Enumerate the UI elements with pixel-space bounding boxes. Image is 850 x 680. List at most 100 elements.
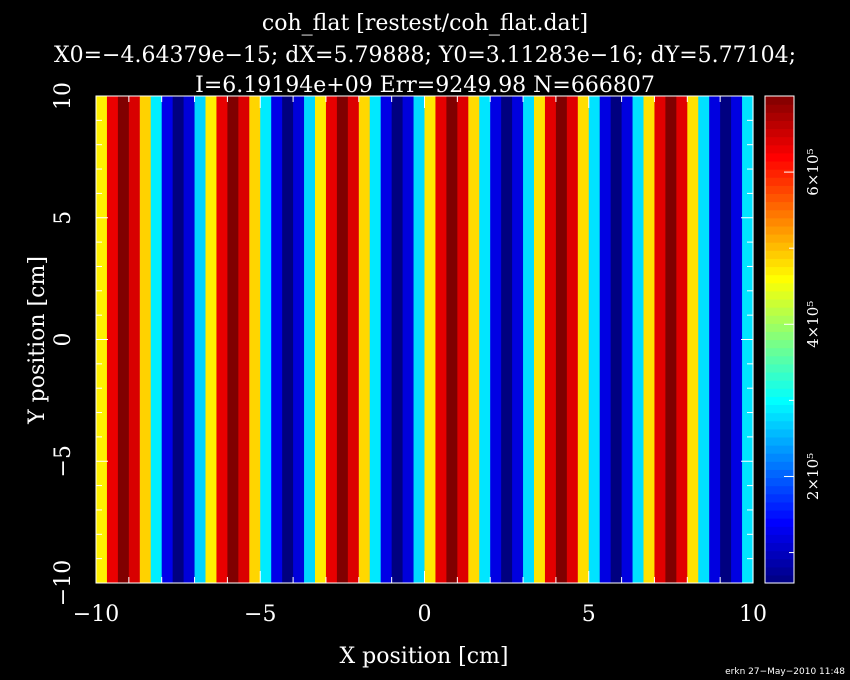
colorbar-swatch — [765, 420, 794, 430]
colorbar-swatch — [765, 112, 794, 121]
colorbar-swatch — [765, 566, 794, 576]
colorbar-swatch — [765, 550, 794, 560]
heatmap-column — [720, 96, 732, 583]
heatmap-column — [632, 96, 645, 583]
heatmap-column — [117, 96, 130, 583]
colorbar-swatch — [765, 217, 794, 227]
colorbar-swatch — [765, 298, 794, 308]
heatmap-column — [183, 96, 196, 583]
heatmap-column — [479, 96, 491, 583]
heatmap-column — [490, 96, 502, 583]
colorbar-swatch — [765, 501, 794, 511]
colorbar-frame — [764, 95, 795, 584]
heatmap-column — [523, 96, 535, 583]
heatmap-column — [709, 96, 721, 583]
y-tick-label: 10 — [51, 82, 76, 110]
heatmap-column — [665, 96, 677, 583]
heatmap-column — [643, 96, 656, 583]
heatmap-column — [161, 96, 174, 583]
colorbar-swatch — [765, 120, 794, 130]
colorbar-swatch — [765, 347, 794, 357]
heatmap-column — [227, 96, 239, 583]
x-axis-label: X position [cm] — [340, 644, 509, 669]
heatmap-column — [698, 96, 710, 583]
colorbar-swatch — [765, 242, 794, 251]
x-tick-label: −5 — [244, 602, 276, 627]
colorbar-swatch — [765, 542, 794, 552]
heatmap-column — [534, 96, 546, 583]
colorbar-swatch — [765, 534, 794, 544]
heatmap-column — [128, 96, 141, 583]
heatmap-column — [457, 96, 469, 583]
colorbar-swatch — [765, 128, 794, 138]
colorbar-swatch — [765, 152, 794, 162]
colorbar-swatch — [765, 104, 794, 113]
colorbar-swatch — [765, 160, 794, 170]
heatmap-column — [435, 96, 447, 583]
heatmap-column — [544, 96, 557, 583]
colorbar-swatch — [765, 274, 794, 284]
heatmap-column — [194, 96, 207, 583]
y-tick-label: −5 — [51, 445, 76, 477]
colorbar-swatch — [765, 477, 794, 487]
colorbar-swatch — [765, 428, 794, 438]
colorbar-swatch — [765, 209, 794, 219]
colorbar-swatch — [765, 404, 794, 414]
colorbar-swatch — [765, 493, 794, 503]
footer-timestamp: erkn 27−May−2010 11:48 — [725, 667, 845, 677]
heatmap-column — [325, 96, 338, 583]
heatmap-column — [216, 96, 228, 583]
heatmap-column — [468, 96, 480, 583]
x-axis: −10 −5 0 5 10 — [73, 96, 767, 627]
x-tick-label: 5 — [582, 602, 596, 627]
heatmap-column — [238, 96, 250, 583]
colorbar-swatch — [765, 469, 794, 479]
heatmap-column — [446, 96, 458, 583]
heatmap-column — [139, 96, 152, 583]
colorbar-tick-label: 2×10⁵ — [804, 453, 822, 500]
colorbar-swatch — [765, 485, 794, 495]
colorbar-tick-label: 6×10⁵ — [804, 148, 822, 195]
y-tick-label: 5 — [51, 211, 76, 225]
colorbar-swatch — [765, 315, 794, 324]
colorbar-swatch — [765, 388, 794, 397]
heatmap-column — [271, 96, 283, 583]
colorbar-swatch — [765, 445, 794, 454]
x-tick-label: −10 — [73, 602, 119, 627]
heatmap-column — [402, 96, 415, 583]
heatmap-column — [413, 96, 426, 583]
colorbar-swatch — [765, 355, 794, 365]
heatmap-column — [501, 96, 513, 583]
chart-subtitle-line-2: I=6.19194e+09 Err=9249.98 N=666807 — [195, 73, 655, 98]
colorbar-swatch — [765, 518, 794, 527]
colorbar-swatch — [765, 282, 794, 292]
colorbar-swatch — [765, 339, 794, 349]
heatmap-column — [687, 96, 699, 583]
heatmap-column — [106, 96, 119, 583]
heatmap-column — [566, 96, 579, 583]
y-tick-label: 0 — [51, 333, 76, 347]
colorbar-swatch — [765, 461, 794, 470]
heatmap-column — [676, 96, 688, 583]
heatmap-column — [654, 96, 666, 583]
heatmap-cells — [96, 96, 754, 583]
colorbar-swatch — [765, 331, 794, 341]
colorbar-swatch — [765, 258, 794, 268]
heatmap-column — [424, 96, 437, 583]
colorbar-swatch — [765, 363, 794, 373]
colorbar-swatch — [765, 396, 794, 406]
colorbar-swatch — [765, 412, 794, 422]
colorbar-swatch — [765, 574, 794, 584]
heatmap-column — [260, 96, 272, 583]
colorbar-swatch — [765, 169, 794, 178]
heatmap-column — [610, 96, 623, 583]
heatmap-column — [336, 96, 349, 583]
colorbar-swatch — [765, 371, 794, 381]
colorbar-swatch — [765, 233, 794, 243]
heatmap-column — [577, 96, 590, 583]
chart-subtitle-line-1: X0=−4.64379e−15; dX=5.79888; Y0=3.11283e… — [54, 43, 796, 68]
colorbar-swatch — [765, 250, 794, 259]
x-tick-label: 10 — [739, 602, 767, 627]
heatmap-column — [205, 96, 218, 583]
